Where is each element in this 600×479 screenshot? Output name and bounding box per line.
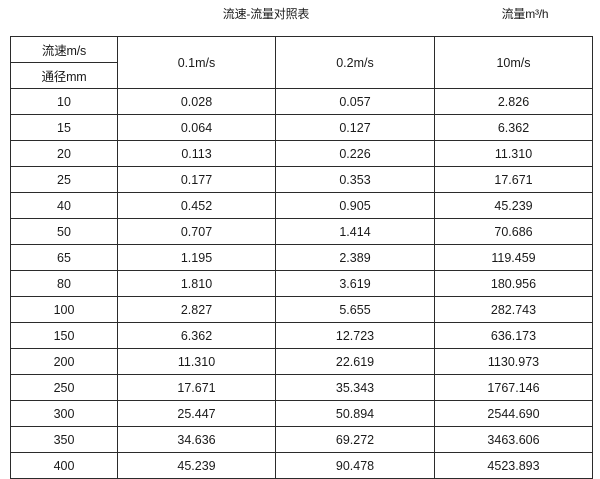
table-row: 150 6.362 12.723 636.173 (10, 322, 593, 349)
cell-flow-10: 119.459 (434, 244, 593, 271)
table-row: 50 0.707 1.414 70.686 (10, 218, 593, 245)
table-row: 20 0.113 0.226 11.310 (10, 140, 593, 167)
cell-flow-0-2: 5.655 (275, 296, 435, 323)
table-row: 40 0.452 0.905 45.239 (10, 192, 593, 219)
cell-flow-10: 17.671 (434, 166, 593, 193)
cell-flow-0-1: 17.671 (117, 374, 276, 401)
header-column-1: 0.2m/s (275, 36, 435, 89)
cell-flow-0-1: 34.636 (117, 426, 276, 453)
cell-diameter: 100 (10, 296, 118, 323)
cell-flow-0-1: 0.707 (117, 218, 276, 245)
cell-flow-0-1: 0.452 (117, 192, 276, 219)
cell-flow-0-2: 50.894 (275, 400, 435, 427)
cell-flow-10: 45.239 (434, 192, 593, 219)
table-row: 10 0.028 0.057 2.826 (10, 88, 593, 115)
cell-flow-0-1: 0.177 (117, 166, 276, 193)
caption-strip: 流速-流量对照表 流量m³/h (0, 0, 600, 34)
cell-flow-10: 6.362 (434, 114, 593, 141)
cell-flow-10: 1767.146 (434, 374, 593, 401)
table-header-row-bottom: 通径mm (10, 62, 593, 89)
cell-flow-0-1: 11.310 (117, 348, 276, 375)
cell-flow-0-2: 0.127 (275, 114, 435, 141)
cell-diameter: 50 (10, 218, 118, 245)
cell-diameter: 40 (10, 192, 118, 219)
flow-rate-table: 流速m/s 0.1m/s 0.2m/s 10m/s 通径mm 10 0.028 0.… (10, 36, 593, 479)
cell-flow-0-2: 69.272 (275, 426, 435, 453)
cell-flow-0-2: 2.389 (275, 244, 435, 271)
cell-diameter: 250 (10, 374, 118, 401)
table-row: 100 2.827 5.655 282.743 (10, 296, 593, 323)
cell-flow-0-1: 0.113 (117, 140, 276, 167)
header-corner-diameter-label: 通径mm (10, 62, 118, 89)
cell-diameter: 25 (10, 166, 118, 193)
table-row: 350 34.636 69.272 3463.606 (10, 426, 593, 453)
cell-diameter: 200 (10, 348, 118, 375)
cell-flow-0-1: 2.827 (117, 296, 276, 323)
cell-flow-10: 11.310 (434, 140, 593, 167)
table-row: 300 25.447 50.894 2544.690 (10, 400, 593, 427)
cell-diameter: 10 (10, 88, 118, 115)
cell-flow-10: 2544.690 (434, 400, 593, 427)
cell-flow-0-1: 25.447 (117, 400, 276, 427)
cell-flow-10: 3463.606 (434, 426, 593, 453)
cell-flow-0-1: 6.362 (117, 322, 276, 349)
table-row: 25 0.177 0.353 17.671 (10, 166, 593, 193)
flow-rate-table-container: 流速m/s 0.1m/s 0.2m/s 10m/s 通径mm 10 0.028 0.… (10, 36, 593, 479)
cell-diameter: 350 (10, 426, 118, 453)
cell-diameter: 150 (10, 322, 118, 349)
cell-diameter: 300 (10, 400, 118, 427)
cell-flow-0-2: 0.226 (275, 140, 435, 167)
cell-diameter: 65 (10, 244, 118, 271)
cell-flow-0-2: 0.905 (275, 192, 435, 219)
cell-flow-0-1: 1.195 (117, 244, 276, 271)
cell-flow-10: 180.956 (434, 270, 593, 297)
cell-flow-10: 2.826 (434, 88, 593, 115)
cell-diameter: 20 (10, 140, 118, 167)
header-corner-velocity-label: 流速m/s (10, 36, 118, 63)
table-row: 80 1.810 3.619 180.956 (10, 270, 593, 297)
cell-flow-0-1: 1.810 (117, 270, 276, 297)
header-column-0: 0.1m/s (117, 36, 276, 89)
cell-flow-10: 636.173 (434, 322, 593, 349)
header-column-2: 10m/s (434, 36, 593, 89)
cell-flow-0-2: 1.414 (275, 218, 435, 245)
table-body: 流速m/s 0.1m/s 0.2m/s 10m/s 通径mm 10 0.028 0.… (10, 36, 593, 479)
cell-flow-0-1: 0.064 (117, 114, 276, 141)
cell-diameter: 80 (10, 270, 118, 297)
table-row: 200 11.310 22.619 1130.973 (10, 348, 593, 375)
table-header-row-top: 流速m/s 0.1m/s 0.2m/s 10m/s (10, 36, 593, 89)
page-title: 流速-流量对照表 (222, 7, 310, 21)
cell-flow-0-1: 0.028 (117, 88, 276, 115)
cell-flow-0-2: 35.343 (275, 374, 435, 401)
cell-diameter: 15 (10, 114, 118, 141)
cell-flow-10: 70.686 (434, 218, 593, 245)
cell-flow-0-2: 22.619 (275, 348, 435, 375)
cell-flow-0-2: 3.619 (275, 270, 435, 297)
table-row: 65 1.195 2.389 119.459 (10, 244, 593, 271)
cell-flow-0-2: 0.353 (275, 166, 435, 193)
cell-flow-10: 282.743 (434, 296, 593, 323)
cell-flow-10: 1130.973 (434, 348, 593, 375)
flow-unit-label: 流量m³/h (501, 7, 549, 21)
cell-flow-0-2: 0.057 (275, 88, 435, 115)
table-row: 15 0.064 0.127 6.362 (10, 114, 593, 141)
table-row: 250 17.671 35.343 1767.146 (10, 374, 593, 401)
cell-flow-0-2: 12.723 (275, 322, 435, 349)
